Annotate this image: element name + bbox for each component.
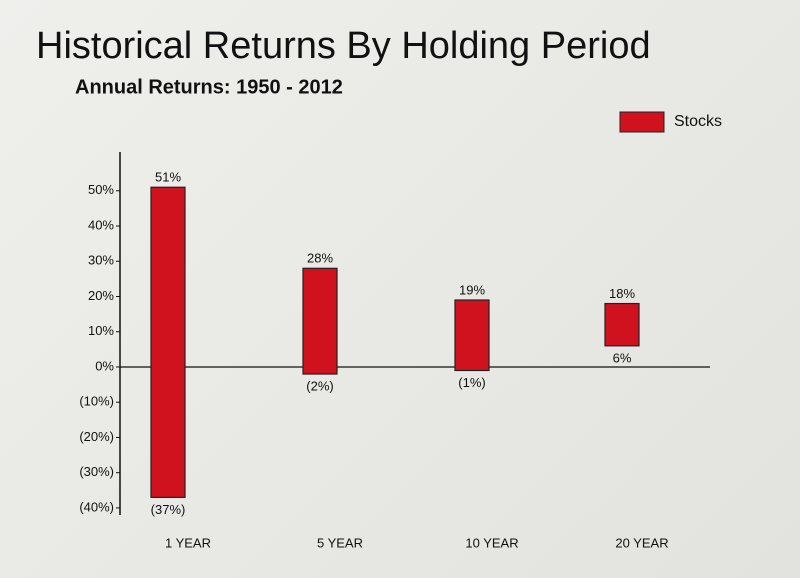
y-tick-label: (10%) — [79, 394, 114, 409]
bar — [150, 186, 186, 498]
y-tick-label: 50% — [88, 182, 114, 197]
chart-title: Historical Returns By Holding Period — [36, 25, 651, 67]
bar — [604, 302, 640, 347]
x-tick-label: 10 YEAR — [465, 535, 518, 550]
y-tick-label: 0% — [95, 358, 114, 373]
bar — [302, 267, 338, 375]
value-label: 19% — [459, 282, 485, 297]
legend-swatch — [619, 111, 665, 133]
y-tick-label: (20%) — [79, 429, 114, 444]
value-label: 6% — [613, 350, 632, 365]
value-label: 18% — [609, 286, 635, 301]
value-label: (2%) — [306, 378, 333, 393]
y-tick-label: 10% — [88, 323, 114, 338]
value-label: 51% — [155, 170, 181, 185]
x-tick-label: 5 YEAR — [317, 535, 363, 550]
value-label: 28% — [307, 251, 333, 266]
y-tick-label: 40% — [88, 217, 114, 232]
y-tick-label: 20% — [88, 288, 114, 303]
value-label: (37%) — [151, 502, 186, 517]
bar — [454, 299, 490, 372]
x-tick-label: 1 YEAR — [165, 535, 211, 550]
y-tick-label: 30% — [88, 253, 114, 268]
x-tick-label: 20 YEAR — [615, 535, 668, 550]
chart-subtitle: Annual Returns: 1950 - 2012 — [75, 76, 343, 98]
y-tick-label: (40%) — [79, 499, 114, 514]
y-tick-label: (30%) — [79, 464, 114, 479]
value-label: (1%) — [458, 375, 485, 390]
legend-label: Stocks — [674, 113, 722, 130]
